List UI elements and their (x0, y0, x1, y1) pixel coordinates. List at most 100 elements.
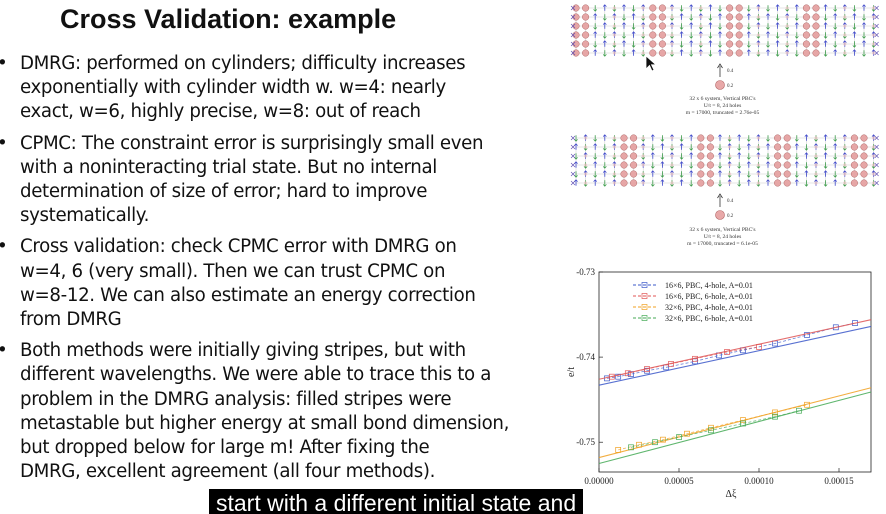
boundary-marker (570, 144, 576, 150)
spin-arrow-head (852, 49, 857, 52)
hole-density-circle (612, 51, 616, 55)
bullet-line: Cross validation: check CPMC error with … (20, 236, 457, 258)
hole-density-circle (584, 181, 588, 185)
spin-arrow-head (756, 134, 761, 137)
fit-line (598, 325, 872, 386)
spin-arrow-head (775, 4, 780, 7)
hole-density-circle (872, 163, 876, 167)
bullet-line: from DMRG (20, 309, 122, 331)
data-point (624, 370, 631, 377)
spin-arrow-head (727, 157, 732, 160)
spin-arrow-head (689, 148, 694, 151)
spin-arrow-head (593, 45, 598, 48)
legend-label: 16×6, PBC, 4-hole, A=0.01 (665, 281, 753, 290)
spin-arrow-head (612, 175, 617, 178)
hole-density-circle (641, 163, 645, 167)
spin-arrow-head (641, 4, 646, 7)
hole-density-circle (699, 6, 703, 10)
spin-arrow-head (641, 22, 646, 25)
hole-density-circle (697, 143, 705, 151)
hole-density-circle (783, 179, 791, 187)
data-point (615, 373, 622, 380)
spin-arrow-head (718, 9, 722, 12)
spin-arrow-head (698, 49, 703, 52)
hole-density-circle (735, 4, 743, 12)
hole-density-circle (802, 4, 810, 12)
hole-density-circle (584, 145, 588, 149)
hole-density-circle (697, 170, 705, 178)
spin-arrow-head (823, 22, 828, 25)
spin-arrow-head (804, 166, 809, 169)
spin-arrow-head (737, 166, 742, 169)
hole-density-circle (785, 33, 789, 37)
spin-arrow-head (814, 175, 818, 178)
spin-arrow-head (593, 9, 598, 12)
spin-arrow-head (660, 157, 665, 160)
bullet-line: exact, w=6, highly precise, w=8: out of … (20, 101, 421, 123)
spin-arrow-head (670, 22, 674, 25)
spin-arrow-head (852, 13, 857, 16)
boundary-marker (570, 162, 576, 168)
spin-arrow-head (679, 31, 684, 34)
spin-arrow-head (593, 13, 598, 16)
hole-density-circle (630, 143, 638, 151)
lattice-grid (570, 4, 879, 57)
spin-arrow-head (737, 134, 742, 137)
boundary-marker (570, 41, 576, 47)
spin-arrow-head (708, 18, 713, 21)
spin-arrow-head (670, 134, 674, 137)
hole-density-circle (658, 22, 666, 30)
hole-density-circle (630, 134, 638, 142)
hole-density-circle (783, 134, 791, 142)
spin-arrow-head (631, 9, 636, 12)
hole-density-circle (785, 42, 789, 46)
boundary-marker (874, 32, 879, 38)
hole-density-circle (670, 51, 674, 55)
hole-density-circle (620, 134, 628, 142)
spin-arrow-head (823, 134, 828, 137)
hole-density-circle (670, 154, 674, 158)
spin-arrow-head (756, 22, 761, 25)
hole-density-circle (850, 134, 858, 142)
spin-arrow-head (612, 9, 617, 12)
spin-arrow-head (766, 31, 770, 34)
spin-arrow-head (746, 157, 751, 160)
spin-arrow-head (794, 22, 799, 25)
hole-density-circle (697, 161, 705, 169)
spin-arrow-head (622, 36, 626, 39)
hole-density-circle (756, 145, 760, 149)
spin-arrow-head (670, 18, 674, 21)
hole-density-circle (641, 6, 645, 10)
spin-arrow-head (602, 170, 607, 173)
spin-arrow-head (583, 148, 588, 151)
spin-arrow-head (718, 184, 722, 187)
spin-arrow-head (756, 166, 761, 169)
spin-arrow-head (679, 13, 684, 16)
hole-density-circle (649, 22, 657, 30)
y-axis-label: e/t (566, 367, 577, 377)
stripe-lattice-figure-1 (570, 3, 886, 63)
hole-density-circle (630, 170, 638, 178)
data-point (644, 366, 650, 372)
boundary-marker (874, 41, 879, 47)
spin-arrow-head (689, 36, 694, 39)
spin-arrow-head (842, 152, 847, 155)
lattice-grid (570, 134, 879, 187)
data-point (804, 401, 810, 408)
spin-arrow-head (766, 175, 770, 178)
spin-arrow-head (833, 157, 838, 160)
spin-arrow-head (823, 40, 828, 43)
bullet-dot: • (0, 339, 8, 363)
hole-density-circle (641, 136, 645, 140)
bullet-dot: • (0, 52, 8, 76)
lattice-legend-2: 0.4 0.2 (715, 193, 734, 220)
spin-arrow-head (823, 152, 828, 155)
hole-density-circle (726, 22, 734, 30)
spin-arrow-head (670, 166, 674, 169)
spin-arrow-head (794, 143, 799, 146)
hole-density-circle (641, 33, 645, 37)
spin-arrow-head (814, 157, 818, 160)
spin-arrow-head (689, 40, 694, 43)
hole-density-circle (658, 13, 666, 21)
hole-density-circle (843, 15, 847, 19)
